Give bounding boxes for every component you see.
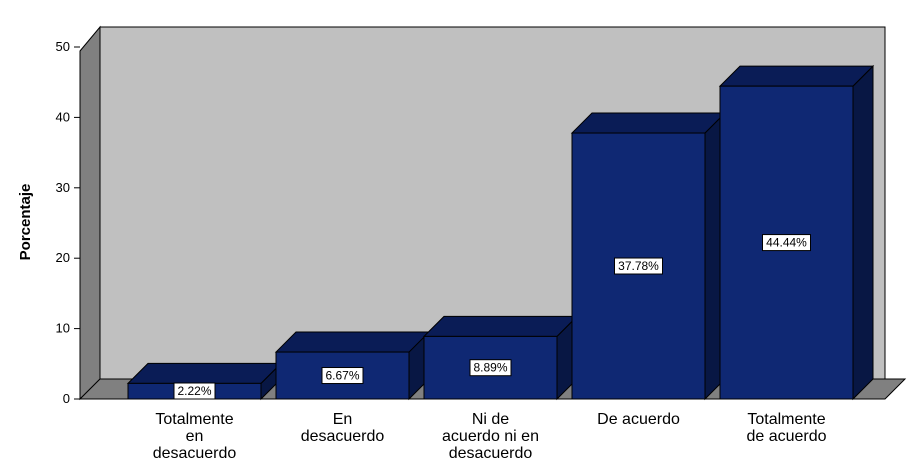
x-category-line: desacuerdo (301, 428, 385, 445)
y-axis: 0 10 20 30 40 50 (56, 39, 81, 406)
bar-4: 37.78% (570, 111, 727, 401)
bars: 2.22% 6.67% 8.89% 37.78% 44.44% (126, 64, 875, 401)
y-tick-label: 50 (56, 39, 70, 54)
x-category-label: Totalmente en desacuerdo (153, 411, 237, 462)
data-label: 8.89% (473, 361, 507, 375)
x-category-line: En (333, 411, 353, 428)
y-tick-label: 10 (56, 321, 70, 336)
bar-top-face (274, 331, 431, 353)
bar-3: 8.89% (422, 315, 579, 401)
x-category-line: desacuerdo (153, 445, 237, 462)
bar-top-face (422, 315, 579, 337)
x-category-line: Ni de (472, 411, 509, 428)
chart-side-wall (79, 25, 101, 401)
data-label-box (173, 382, 216, 400)
x-category-label: Ni de acuerdo ni en desacuerdo (442, 411, 539, 462)
x-category-label: Totalmente de acuerdo (746, 411, 826, 445)
data-label: 6.67% (325, 369, 359, 383)
data-label-box (321, 367, 364, 385)
y-tick-label: 40 (56, 109, 70, 124)
x-category-line: en (186, 428, 204, 445)
bar-1: 2.22% (126, 362, 283, 401)
x-category-line: Totalmente (747, 411, 825, 428)
x-category-label: En desacuerdo (301, 411, 385, 445)
data-label-box (469, 359, 512, 377)
data-label: 2.22% (177, 384, 211, 398)
data-label: 37.78% (618, 259, 659, 273)
data-label-box (762, 234, 811, 252)
bar-top-face (126, 362, 283, 384)
bar-2: 6.67% (274, 330, 431, 401)
data-label-box (614, 257, 663, 275)
x-category-line: desacuerdo (449, 445, 533, 462)
y-tick-label: 0 (63, 391, 70, 406)
bar-side-face (852, 64, 874, 401)
bar-top-face (570, 112, 727, 134)
bar-5: 44.44% (718, 64, 875, 401)
y-axis-title: Porcentaje (17, 184, 34, 261)
x-category-label: De acuerdo (597, 411, 680, 428)
x-category-line: Totalmente (155, 411, 233, 428)
x-category-line: acuerdo ni en (442, 428, 539, 445)
y-tick-label: 20 (56, 250, 70, 265)
bar-top-face (718, 65, 875, 87)
x-category-line: de acuerdo (746, 428, 826, 445)
data-label: 44.44% (766, 236, 807, 250)
y-tick-label: 30 (56, 180, 70, 195)
x-category-line: De acuerdo (597, 411, 680, 428)
